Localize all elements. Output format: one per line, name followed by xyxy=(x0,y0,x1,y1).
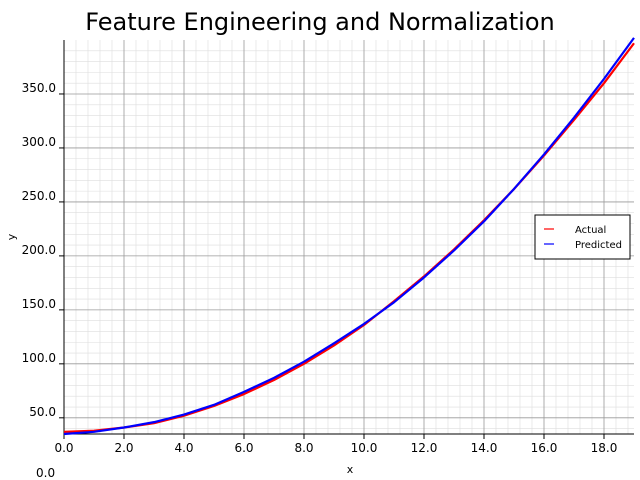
x-tick-label: 14.0 xyxy=(471,441,498,455)
legend-label-actual: Actual xyxy=(575,225,606,236)
legend-box xyxy=(534,214,631,260)
x-tick-label: 2.0 xyxy=(114,441,133,455)
x-tick-label: 4.0 xyxy=(174,441,193,455)
y-tick-label: 200.0 xyxy=(22,243,56,257)
x-tick-label: 0.0 xyxy=(54,441,73,455)
y-axis-label: y xyxy=(5,233,18,240)
series-line-predicted xyxy=(63,37,635,436)
axes xyxy=(59,40,634,439)
chart-title: Feature Engineering and Normalization xyxy=(85,8,555,36)
y-tick-label: 100.0 xyxy=(22,351,56,365)
x-tick-label: 12.0 xyxy=(411,441,438,455)
x-tick-label: 10.0 xyxy=(351,441,378,455)
y-tick-label: 300.0 xyxy=(22,135,56,149)
y-tick-label: 50.0 xyxy=(29,405,56,419)
corner-label: 0.0 xyxy=(36,466,55,480)
series-layer xyxy=(63,37,635,436)
x-tick-label: 18.0 xyxy=(591,441,618,455)
y-tick-label: 150.0 xyxy=(22,297,56,311)
y-tick-label: 250.0 xyxy=(22,189,56,203)
legend: Actual Predicted xyxy=(534,214,631,260)
x-tick-label: 6.0 xyxy=(234,441,253,455)
y-tick-label: 350.0 xyxy=(22,81,56,95)
minor-grid xyxy=(64,40,634,434)
tick-labels: 0.0 2.0 4.0 6.0 8.0 10.0 12.0 14.0 16.0 18.0 50.0 1… xyxy=(22,81,618,455)
x-tick-label: 16.0 xyxy=(531,441,558,455)
x-axis-label: x xyxy=(347,463,354,476)
legend-label-predicted: Predicted xyxy=(575,240,622,251)
x-tick-label: 8.0 xyxy=(294,441,313,455)
